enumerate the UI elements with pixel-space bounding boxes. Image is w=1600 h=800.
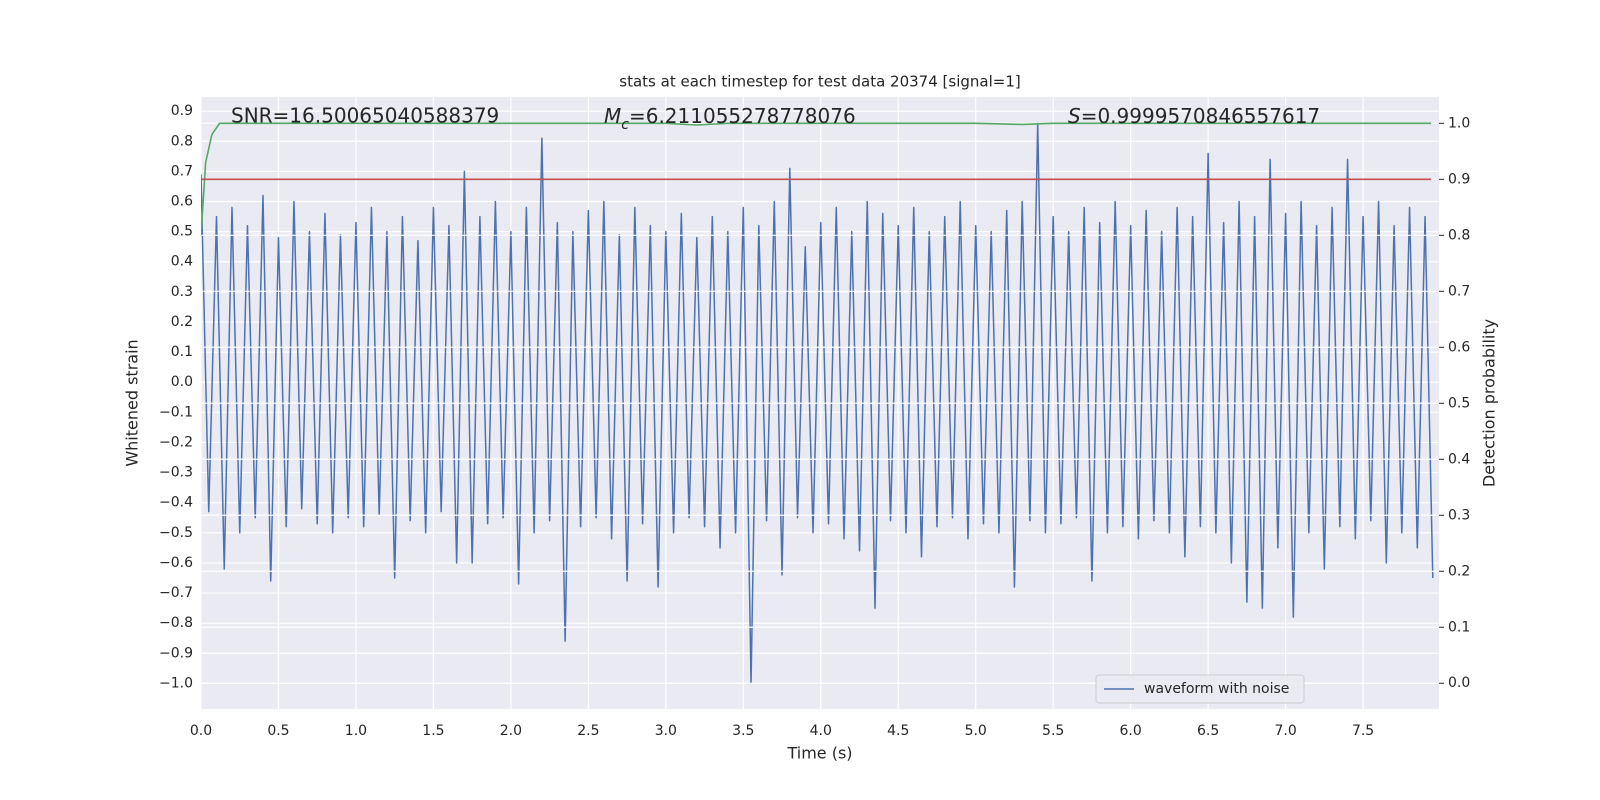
y-tick-label: −0.5 xyxy=(159,525,193,541)
y-tick-label: −0.3 xyxy=(159,465,193,481)
x-tick-label: 3.5 xyxy=(732,723,754,739)
x-tick-label: 1.5 xyxy=(422,723,444,739)
annotation-symbol: M xyxy=(604,104,621,128)
y-tick-label: 0.4 xyxy=(171,254,193,270)
y2-tick-label: 0.4 xyxy=(1448,451,1470,467)
legend-box xyxy=(1095,674,1305,704)
y-tick-label: 0.2 xyxy=(171,314,193,330)
annotation-symbol: S xyxy=(1068,104,1081,128)
y2-tick-label: 0.2 xyxy=(1448,563,1470,579)
y2-tick-label: 0.1 xyxy=(1448,619,1470,635)
y-tick-label: 0.1 xyxy=(171,344,193,360)
x-tick-label: 5.0 xyxy=(965,723,987,739)
y-tick-label: −0.2 xyxy=(159,434,193,450)
y-tick-label: 0.3 xyxy=(171,284,193,300)
x-tick-label: 1.0 xyxy=(345,723,367,739)
annotation-text: =0.9999570846557617 xyxy=(1081,104,1320,128)
x-tick-label: 4.5 xyxy=(887,723,909,739)
legend-label: waveform with noise xyxy=(1144,681,1289,697)
y-tick-label: −0.4 xyxy=(159,495,193,511)
y-tick-label: 0.5 xyxy=(171,224,193,240)
x-tick-label: 3.0 xyxy=(655,723,677,739)
y2-tick-label: 0.9 xyxy=(1448,171,1470,187)
series-line xyxy=(201,122,1434,685)
y-tick-label: 0.8 xyxy=(171,133,193,149)
y-tick-label: −0.7 xyxy=(159,585,193,601)
chart-title: stats at each timestep for test data 203… xyxy=(619,73,1020,91)
y-axis-label: Whitened strain xyxy=(123,339,142,466)
x-tick-label: 0.0 xyxy=(190,723,212,739)
y-tick-label: 0.0 xyxy=(171,374,193,390)
x-tick-label: 5.5 xyxy=(1042,723,1064,739)
x-tick-label: 7.0 xyxy=(1274,723,1296,739)
x-axis-label: Time (s) xyxy=(786,744,852,763)
annotation: Mc=6.211055278778076 xyxy=(604,104,856,134)
x-tick-label: 0.5 xyxy=(267,723,289,739)
y2-tick-label: 0.3 xyxy=(1448,507,1470,523)
annotation: S=0.9999570846557617 xyxy=(1068,104,1320,128)
y-tick-label: −0.9 xyxy=(159,645,193,661)
data xyxy=(201,122,1434,685)
y2-tick-label: 0.5 xyxy=(1448,395,1470,411)
y-tick-label: 0.6 xyxy=(171,194,193,210)
annotation: SNR=16.50065040588379 xyxy=(231,104,499,128)
y-tick-label: −0.8 xyxy=(159,615,193,631)
y2-tick-label: 0.8 xyxy=(1448,227,1470,243)
y2-tick-label: 1.0 xyxy=(1448,115,1470,131)
y2-tick-label: 0.6 xyxy=(1448,339,1470,355)
y-tick-label: −0.6 xyxy=(159,555,193,571)
y2-tick-label: 0.7 xyxy=(1448,283,1470,299)
y-tick-label: 0.9 xyxy=(171,103,193,119)
annotation-text: =6.211055278778076 xyxy=(629,104,856,128)
y2-tick-label: 0.0 xyxy=(1448,675,1470,691)
y-tick-label: 0.7 xyxy=(171,163,193,179)
y2-axis-label: Detection probability xyxy=(1480,319,1499,487)
legend: waveform with noise xyxy=(1095,674,1305,704)
y-tick-label: −0.1 xyxy=(159,404,193,420)
x-tick-label: 2.5 xyxy=(577,723,599,739)
series-line xyxy=(201,122,1432,236)
x-tick-label: 4.0 xyxy=(810,723,832,739)
labels: stats at each timestep for test data 203… xyxy=(123,73,1499,763)
y-tick-label: −1.0 xyxy=(159,675,193,691)
x-tick-label: 6.0 xyxy=(1120,723,1142,739)
annotation-subscript: c xyxy=(621,117,629,133)
x-tick-label: 7.5 xyxy=(1352,723,1374,739)
x-tick-label: 2.0 xyxy=(500,723,522,739)
data-y2 xyxy=(201,122,1432,236)
x-tick-label: 6.5 xyxy=(1197,723,1219,739)
